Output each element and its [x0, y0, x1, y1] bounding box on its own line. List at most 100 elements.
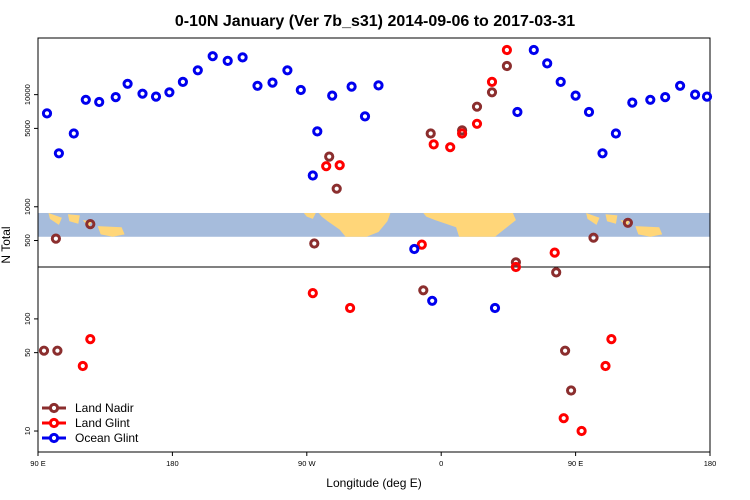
land-glint-point [457, 128, 468, 139]
y-tick-label: 5000 [23, 120, 32, 137]
land-nadir-point [622, 217, 634, 228]
land-glint-point [85, 334, 96, 345]
land-glint-point [510, 261, 522, 273]
ocean-glint-point [701, 91, 713, 102]
y-axis: 10 50 100 500 1000 5000 10000 [23, 84, 38, 435]
ocean-glint-point [327, 90, 338, 101]
legend-label-ocean-glint: Ocean Glint [75, 431, 139, 445]
land-nadir-point [38, 345, 50, 356]
land-nadir-point [501, 60, 512, 72]
land-nadir-point [471, 101, 483, 112]
ocean-glint-point [312, 126, 323, 137]
ocean-glint-point [489, 302, 501, 314]
land-glint-point [471, 118, 483, 129]
y-axis-label: N Total [0, 226, 13, 263]
land-glint-point [501, 44, 512, 56]
sumatra-land-0 [48, 213, 62, 225]
ocean-glint-point [555, 76, 566, 88]
central-america-land [303, 213, 316, 219]
ocean-glint-point [122, 78, 133, 89]
africa-land [423, 213, 516, 237]
land-glint-point [445, 142, 456, 153]
ocean-glint-point [295, 84, 306, 96]
x-axis-label: Longitude (deg E) [326, 476, 421, 490]
ocean-glint-point [409, 243, 420, 255]
ocean-glint-point [192, 65, 203, 76]
legend-marker-land-glint [48, 417, 60, 429]
land-glint-point [600, 360, 611, 372]
ocean-glint-point [690, 89, 701, 100]
y-tick-label: 10 [23, 427, 32, 435]
legend-marker-ocean-glint [48, 432, 60, 444]
y-tick-label: 50 [23, 348, 32, 356]
ocean-glint-point [528, 44, 539, 56]
land-nadir-point [85, 219, 96, 230]
y-tick-label: 10000 [23, 84, 32, 105]
land-glint-point [486, 76, 498, 88]
plot-frame [37, 37, 711, 453]
x-tick-label: 90 E [568, 459, 583, 468]
ocean-glint-point [346, 81, 357, 92]
y-tick-label: 500 [23, 234, 32, 247]
land-glint-point [576, 425, 587, 437]
land-glint-point [77, 360, 88, 372]
ocean-glint-point [137, 88, 148, 99]
ocean-glint-point [207, 51, 218, 62]
ocean-glint-point [164, 87, 175, 98]
ocean-glint-point [150, 91, 162, 102]
ocean-glint-point [177, 76, 188, 88]
ocean-glint-point [222, 55, 233, 67]
y-tick-label: 100 [23, 313, 32, 326]
ocean-glint-point [68, 128, 79, 139]
y-tick-label: 1000 [23, 198, 32, 215]
ocean-glint-point [237, 52, 248, 63]
land-ocean-map-strip [38, 212, 710, 237]
land-glint-point [334, 160, 345, 171]
ocean-glint-point [307, 170, 318, 181]
ocean-glint-point [610, 128, 622, 139]
x-tick-label: 90 W [298, 459, 316, 468]
ocean-glint-point [427, 295, 438, 306]
land-nadir-point [566, 385, 577, 396]
land-glint-point [549, 247, 560, 258]
ocean-glint-point [110, 92, 121, 103]
x-tick-label: 90 E [30, 459, 45, 468]
land-glint-point [606, 334, 617, 345]
land-nadir-point [52, 345, 63, 356]
ocean-glint-point [645, 94, 656, 105]
ocean-glint-point [660, 92, 671, 103]
x-tick-label: 180 [166, 459, 179, 468]
borneo-land-0 [67, 214, 80, 224]
x-axis: 90 E 180 90 W 0 90 E 180 [30, 452, 716, 468]
chart-title: 0-10N January (Ver 7b_s31) 2014-09-06 to… [175, 13, 575, 30]
land-nadir-point [331, 183, 342, 194]
legend-marker-land-nadir [48, 402, 60, 414]
land-nadir-point [510, 257, 522, 268]
land-nadir-point [50, 233, 62, 244]
x-tick-label: 180 [704, 459, 717, 468]
land-nadir-point [418, 285, 429, 296]
ocean-glint-point [267, 77, 278, 88]
land-nadir-point [486, 87, 498, 98]
ocean-glint-point [627, 97, 638, 108]
ocean-glint-point [675, 80, 686, 91]
sumatra-land-1 [586, 213, 600, 225]
land-glint-point [345, 302, 356, 314]
ocean-glint-point [282, 65, 293, 76]
ocean-glint-point [373, 80, 384, 91]
ocean-glint-point [583, 106, 595, 118]
land-nadir-point [560, 345, 571, 356]
land-nadir-point [309, 238, 320, 249]
data-points [38, 44, 713, 437]
x-tick-label: 0 [439, 459, 443, 468]
borneo-land-1 [605, 214, 618, 224]
land-glint-point [416, 239, 427, 250]
ocean-glint-point [570, 90, 581, 101]
ocean-glint-point [94, 96, 105, 108]
land-nadir-point [588, 232, 599, 243]
ocean-glint-point [53, 148, 65, 159]
ocean-glint-point [41, 108, 53, 119]
land-nadir-point [551, 267, 562, 278]
